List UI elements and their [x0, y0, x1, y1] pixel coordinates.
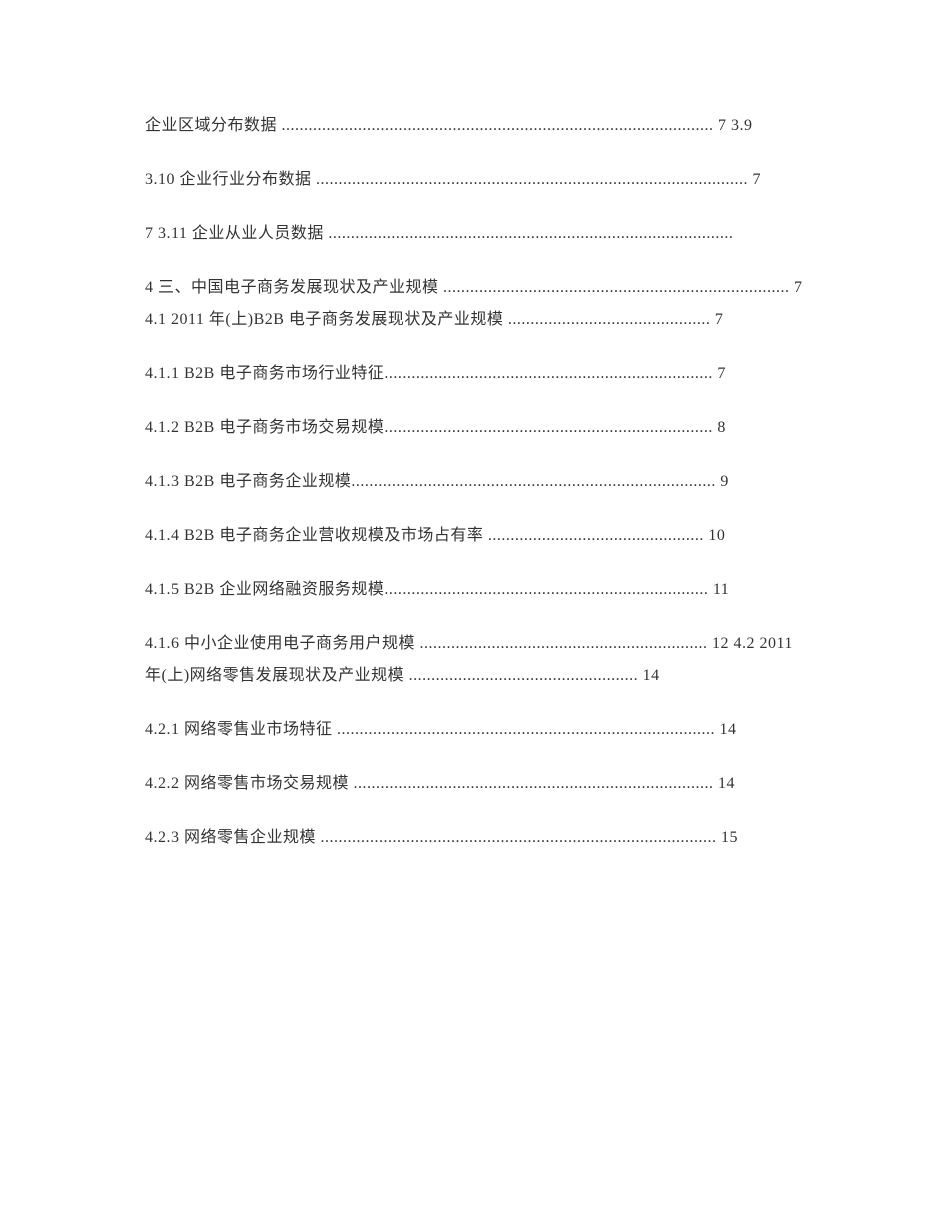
toc-entry: 4.1.3 B2B 电子商务企业规模......................…	[145, 466, 805, 498]
toc-entry: 4.2.3 网络零售企业规模 .........................…	[145, 822, 805, 854]
toc-entry: 4.1.1 B2B 电子商务市场行业特征....................…	[145, 358, 805, 390]
toc-entry: 7 3.11 企业从业人员数据 ........................…	[145, 218, 805, 250]
toc-entry: 4.1.6 中小企业使用电子商务用户规模 ...................…	[145, 628, 805, 692]
toc-entry: 4.2.2 网络零售市场交易规模 .......................…	[145, 768, 805, 800]
toc-entry: 4.1.2 B2B 电子商务市场交易规模....................…	[145, 412, 805, 444]
toc-entry: 3.10 企业行业分布数据 ..........................…	[145, 164, 805, 196]
toc-entry: 4.1.4 B2B 电子商务企业营收规模及市场占有率 .............…	[145, 520, 805, 552]
toc-entry: 4 三、中国电子商务发展现状及产业规模 ....................…	[145, 272, 805, 336]
toc-entry: 4.2.1 网络零售业市场特征 ........................…	[145, 714, 805, 746]
toc-entry: 4.1.5 B2B 企业网络融资服务规模....................…	[145, 574, 805, 606]
toc-entry: 企业区域分布数据 ...............................…	[145, 110, 805, 142]
